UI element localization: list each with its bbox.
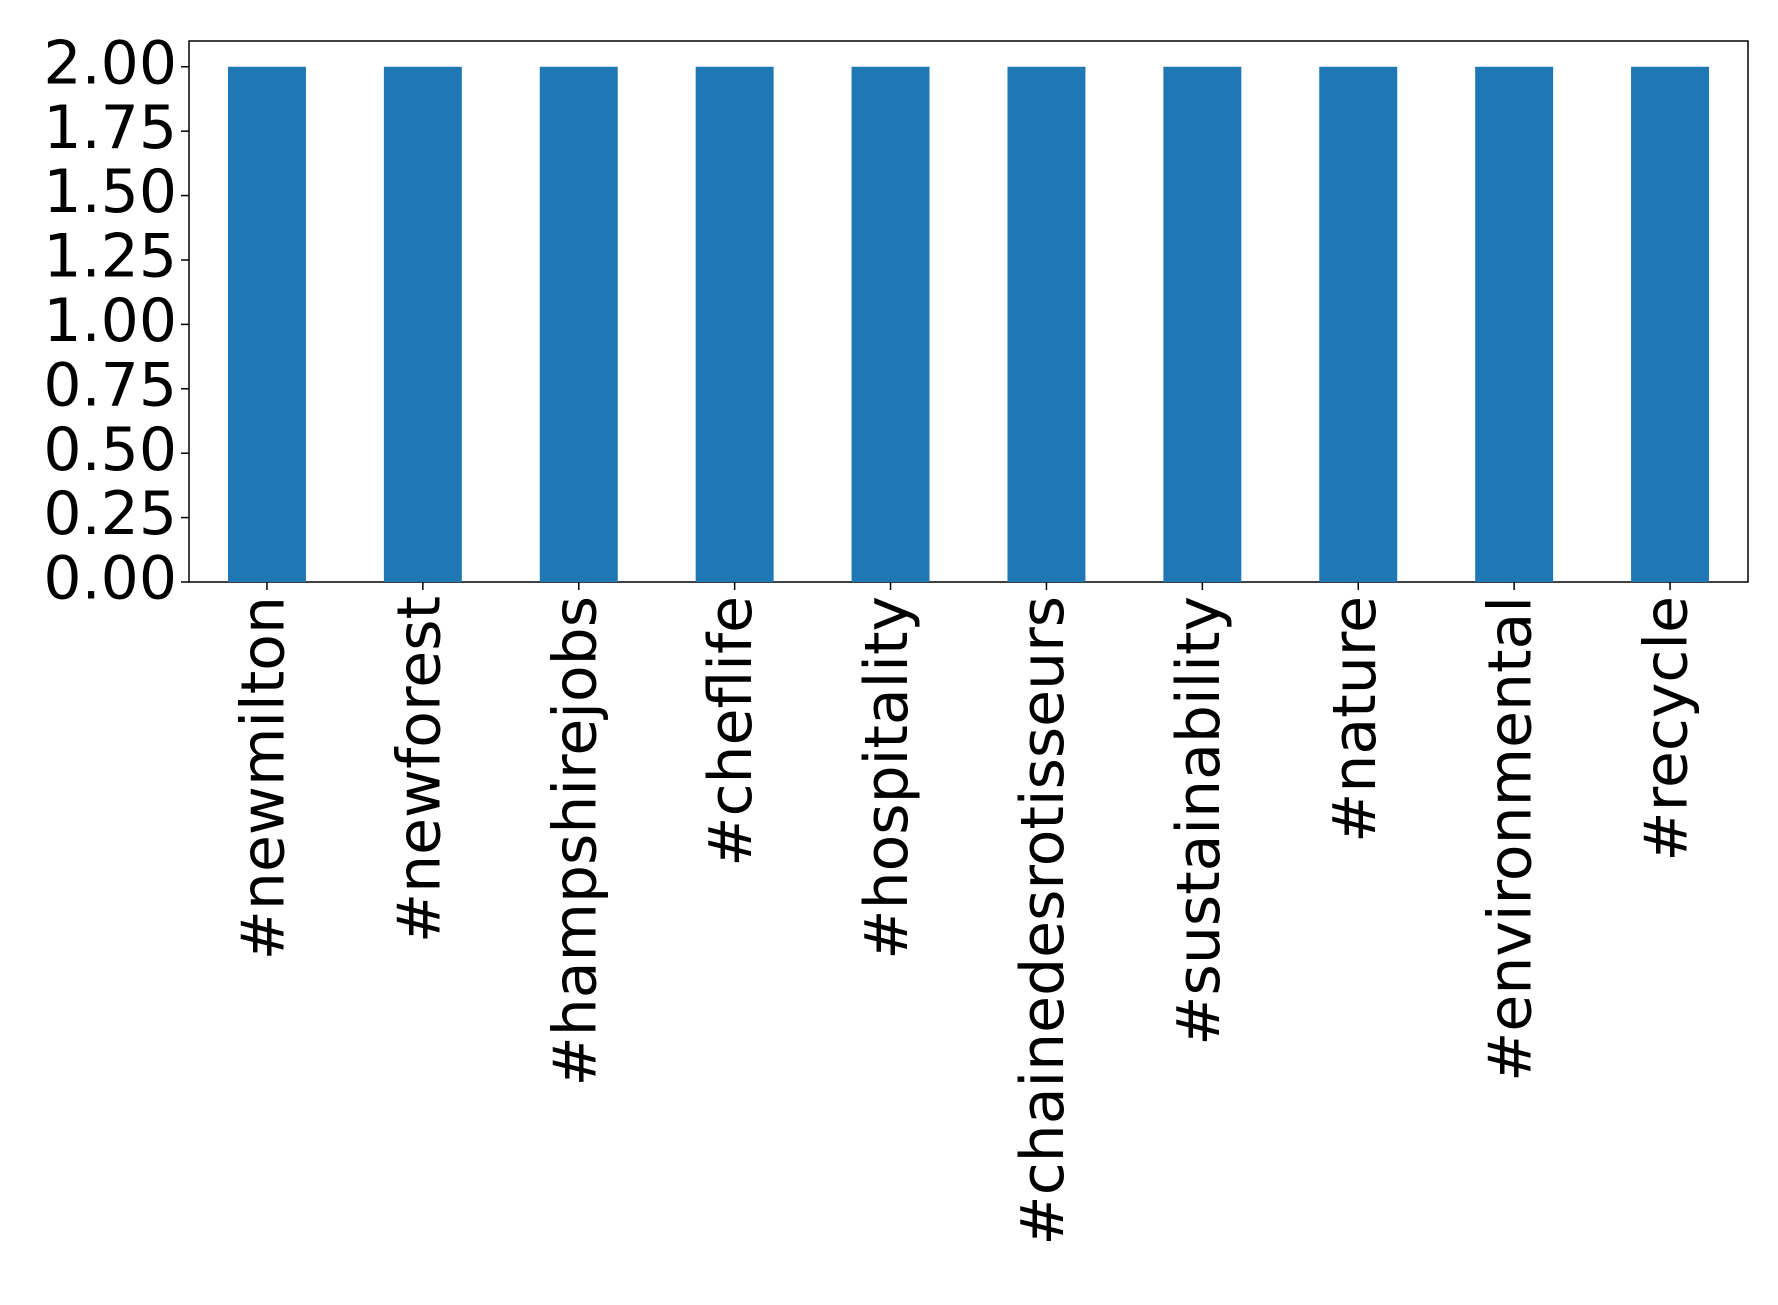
y-tick-label: 0.75 — [43, 350, 177, 420]
x-tick-label: #nature — [1320, 596, 1390, 843]
y-tick-label: 1.50 — [43, 157, 177, 227]
bar — [227, 66, 306, 582]
y-tick-label: 0.00 — [43, 544, 177, 614]
x-tick-label: #hampshirejobs — [540, 596, 610, 1087]
plot-frame — [188, 40, 1749, 583]
x-tick-label: #newmilton — [229, 596, 299, 960]
bar — [539, 66, 618, 582]
bar — [1319, 66, 1398, 582]
y-tick-label: 1.75 — [43, 93, 177, 163]
bar — [851, 66, 930, 582]
bar — [1163, 66, 1242, 582]
x-tick-label: #hospitality — [852, 596, 922, 960]
bar — [1631, 66, 1710, 582]
bar — [1007, 66, 1086, 582]
y-tick-label: 2.00 — [43, 28, 177, 98]
y-tick-label: 1.00 — [43, 286, 177, 356]
y-tick-label: 0.25 — [43, 479, 177, 549]
bar — [695, 66, 774, 582]
bar — [383, 66, 462, 582]
y-tick-label: 1.25 — [43, 222, 177, 292]
x-tick-label: #environmental — [1476, 596, 1546, 1082]
bar — [1475, 66, 1554, 582]
x-tick-label: #chainedesrotisseurs — [1008, 596, 1078, 1246]
x-tick-label: #sustainability — [1164, 596, 1234, 1046]
x-tick-label: #newforest — [384, 596, 454, 943]
x-tick-label: #recycle — [1632, 596, 1702, 862]
x-tick-label: #cheflife — [696, 596, 766, 867]
y-tick-label: 0.50 — [43, 415, 177, 485]
